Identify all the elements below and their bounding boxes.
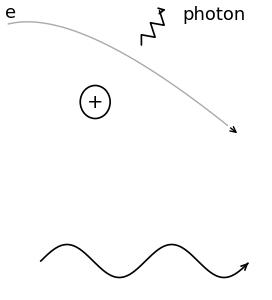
Text: e: e: [5, 4, 17, 22]
Text: +: +: [87, 92, 103, 112]
Text: photon: photon: [182, 6, 246, 24]
